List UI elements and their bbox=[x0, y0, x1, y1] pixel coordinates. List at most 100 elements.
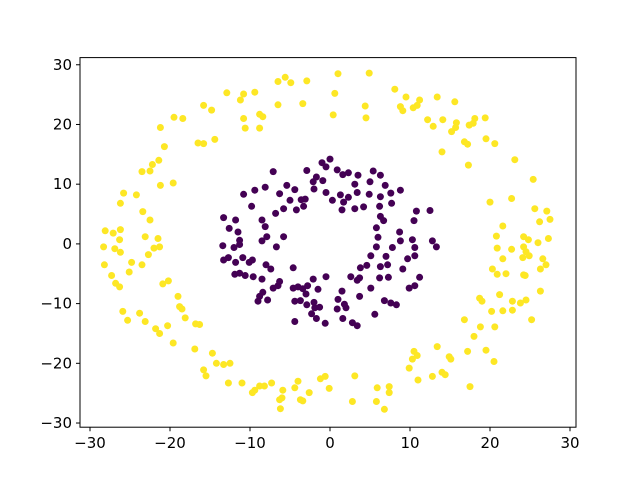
data-point bbox=[488, 307, 496, 315]
data-point bbox=[481, 114, 489, 122]
data-point bbox=[338, 206, 346, 214]
data-point bbox=[372, 224, 380, 232]
data-point bbox=[303, 301, 311, 309]
data-point bbox=[470, 332, 478, 340]
data-point bbox=[314, 285, 322, 293]
data-point bbox=[312, 315, 320, 322]
data-point bbox=[508, 245, 516, 253]
data-point bbox=[276, 278, 284, 285]
data-point bbox=[391, 85, 399, 93]
data-point bbox=[339, 315, 347, 322]
data-point bbox=[347, 273, 355, 281]
data-point bbox=[174, 292, 182, 300]
data-point bbox=[380, 297, 388, 305]
data-point bbox=[381, 181, 389, 189]
data-point bbox=[428, 237, 436, 245]
data-point bbox=[267, 265, 275, 273]
data-point bbox=[289, 264, 297, 272]
data-point bbox=[156, 330, 164, 337]
data-point bbox=[138, 261, 146, 269]
data-point bbox=[360, 203, 368, 211]
data-point bbox=[148, 161, 156, 168]
data-point bbox=[396, 237, 404, 245]
data-point bbox=[476, 323, 484, 331]
data-point bbox=[241, 124, 249, 132]
data-point bbox=[304, 282, 312, 290]
data-point bbox=[248, 256, 256, 264]
data-point bbox=[322, 273, 330, 281]
data-point bbox=[308, 310, 316, 318]
data-point bbox=[353, 276, 361, 284]
data-point bbox=[380, 217, 388, 225]
data-point bbox=[493, 244, 501, 252]
data-point bbox=[376, 263, 384, 271]
data-point bbox=[291, 297, 299, 305]
data-point bbox=[460, 316, 468, 324]
data-point bbox=[291, 318, 299, 325]
data-point bbox=[482, 135, 490, 143]
data-point bbox=[412, 207, 420, 215]
data-point bbox=[464, 161, 472, 169]
data-point bbox=[224, 379, 232, 387]
data-point bbox=[340, 198, 348, 206]
data-point bbox=[156, 243, 164, 251]
data-point bbox=[519, 254, 527, 262]
data-point bbox=[416, 96, 424, 104]
data-point bbox=[256, 382, 264, 390]
x-axis-tick-label: 20 bbox=[480, 434, 499, 452]
data-point bbox=[399, 265, 407, 273]
data-point bbox=[316, 303, 324, 311]
data-point bbox=[274, 78, 282, 85]
data-point bbox=[236, 269, 244, 277]
data-point bbox=[303, 77, 311, 85]
data-point bbox=[334, 70, 342, 78]
data-point bbox=[396, 186, 404, 194]
data-point bbox=[276, 405, 284, 413]
x-axis-tick-label: 10 bbox=[400, 434, 419, 452]
data-point bbox=[372, 243, 380, 251]
data-point bbox=[502, 270, 510, 278]
data-point bbox=[211, 135, 219, 143]
data-point bbox=[322, 163, 330, 171]
data-point bbox=[411, 252, 419, 260]
data-point bbox=[448, 128, 456, 136]
x-axis-tick-label: 30 bbox=[560, 434, 579, 452]
data-point bbox=[496, 291, 504, 299]
data-point bbox=[491, 140, 499, 148]
data-point bbox=[141, 233, 149, 241]
data-point bbox=[546, 215, 554, 223]
data-point bbox=[116, 199, 124, 207]
data-point bbox=[160, 143, 168, 151]
data-point bbox=[251, 186, 259, 194]
data-point bbox=[272, 243, 280, 251]
data-point bbox=[159, 280, 167, 288]
data-point bbox=[132, 191, 140, 199]
data-point bbox=[367, 284, 375, 292]
data-point bbox=[376, 202, 384, 210]
data-point bbox=[331, 89, 339, 97]
data-point bbox=[322, 189, 330, 196]
data-point bbox=[256, 124, 264, 132]
data-point bbox=[433, 343, 441, 351]
data-point bbox=[260, 382, 268, 390]
data-point bbox=[385, 389, 393, 397]
data-point bbox=[339, 171, 347, 179]
data-point bbox=[146, 167, 154, 175]
data-point bbox=[525, 252, 533, 260]
data-point bbox=[543, 207, 551, 215]
data-point bbox=[325, 384, 333, 392]
data-point bbox=[287, 79, 295, 87]
data-point bbox=[374, 233, 382, 241]
data-point bbox=[413, 352, 421, 359]
data-point bbox=[280, 205, 288, 213]
data-point bbox=[326, 155, 334, 163]
data-point bbox=[536, 265, 544, 273]
data-point bbox=[428, 372, 436, 380]
data-point bbox=[447, 355, 455, 363]
data-point bbox=[410, 217, 418, 225]
data-point bbox=[136, 309, 144, 317]
x-axis-tick-label: −10 bbox=[234, 434, 266, 452]
data-point bbox=[356, 292, 364, 300]
data-point bbox=[169, 339, 177, 347]
